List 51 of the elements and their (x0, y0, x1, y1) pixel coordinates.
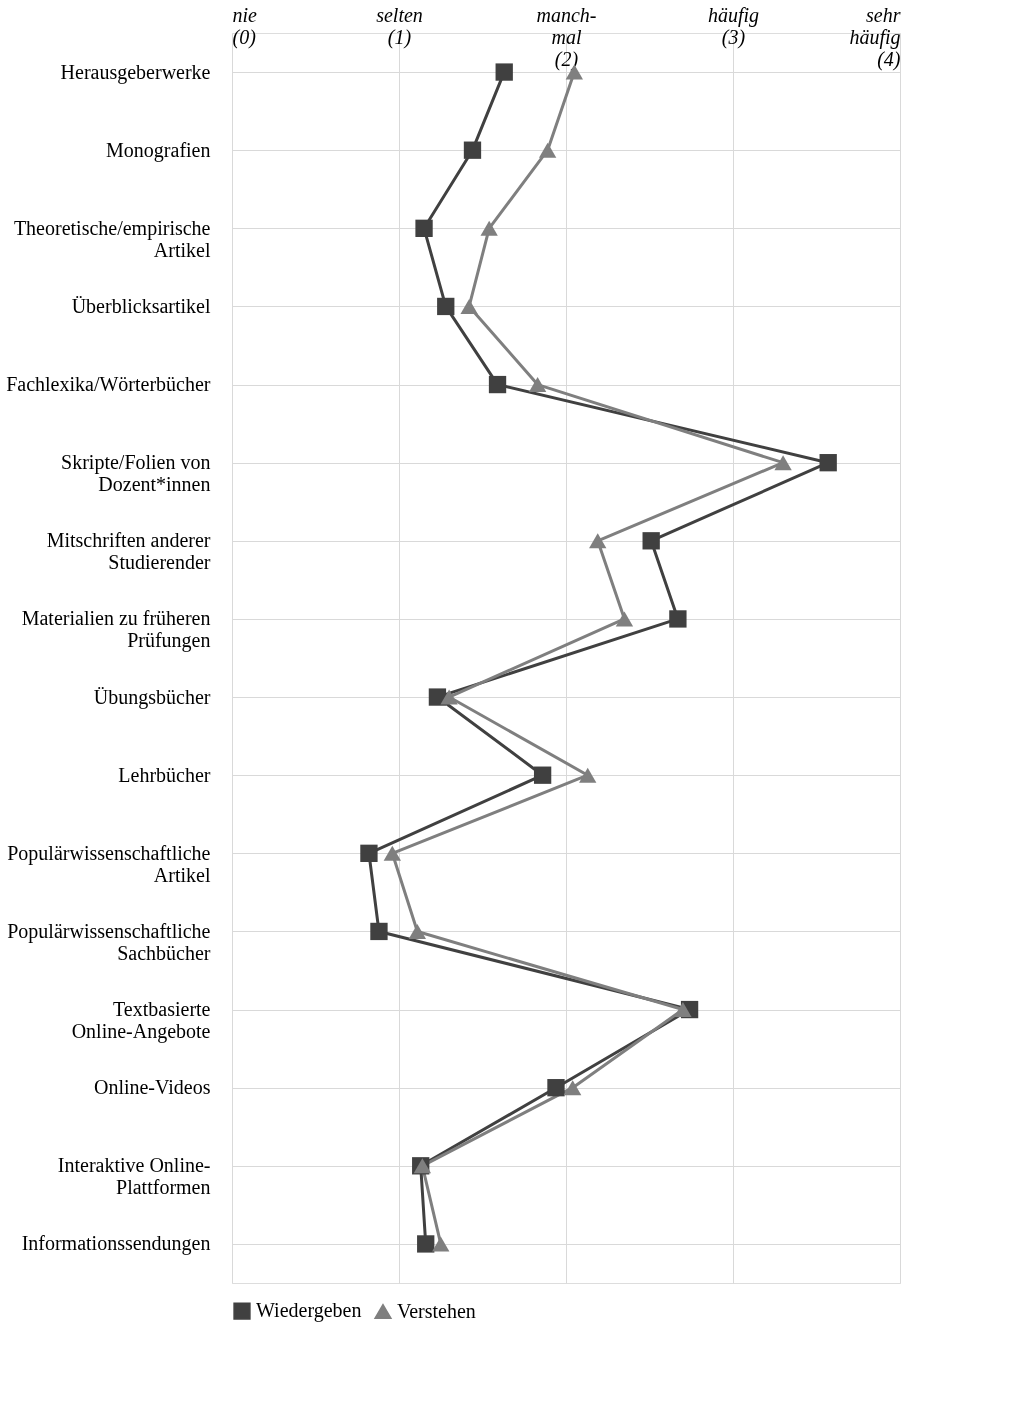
point (615, 611, 634, 627)
point (669, 610, 687, 628)
y-tick-label: Populärwissenschaftliche Artikel (7, 841, 211, 886)
y-tick-label: Herausgeberwerke (60, 60, 211, 84)
point (495, 63, 513, 81)
point (547, 1079, 565, 1097)
point (642, 532, 660, 550)
y-tick-label: Theoretische/empirische Artikel (13, 216, 211, 261)
point (408, 923, 427, 939)
point (428, 688, 447, 706)
legend-label: Verstehen (397, 1299, 476, 1322)
x-tick-label: selten (1) (376, 3, 423, 49)
x-tick-label: manch- mal (2) (536, 3, 597, 71)
point (437, 297, 455, 316)
point (488, 375, 507, 394)
y-tick-label: Materialien zu früheren Prüfungen (21, 607, 211, 653)
y-tick-label: Lehrbücher (118, 763, 211, 786)
y-tick-label: Monografien (106, 138, 211, 162)
point (417, 1235, 435, 1253)
point (383, 845, 401, 861)
point (440, 689, 458, 705)
y-tick-label: Mitschriften anderer Studierender (46, 529, 211, 574)
point (463, 141, 482, 159)
legend-label: Wiedergeben (256, 1299, 362, 1323)
point (564, 1080, 582, 1096)
point (370, 922, 388, 941)
x-tick-label: sehr häufig (4) (849, 3, 901, 71)
y-tick-label: Überblicksartikel (71, 294, 211, 317)
point (579, 767, 597, 783)
point (460, 298, 478, 314)
y-tick-label: Informationssendungen (21, 1232, 211, 1256)
point (415, 219, 433, 237)
x-tick-label: nie (0) (232, 3, 258, 49)
point (480, 220, 498, 236)
y-tick-label: Textbasierte Online-Angebote (71, 998, 211, 1044)
point (674, 1002, 692, 1018)
point (774, 455, 792, 471)
y-tick-label: Populärwissenschaftliche Sachbücher (7, 919, 211, 964)
point (432, 1236, 450, 1252)
y-tick-label: Online-Videos (93, 1076, 211, 1099)
point (528, 377, 547, 393)
y-tick-label: Interaktive Online- Plattformen (57, 1154, 211, 1199)
y-tick-label: Übungsbücher (93, 685, 211, 709)
y-tick-label: Skripte/Folien von Dozent*innen (61, 451, 211, 496)
point (360, 844, 378, 862)
x-tick-label: häufig (3) (707, 3, 760, 49)
point (538, 142, 557, 158)
point (819, 454, 837, 472)
point (533, 766, 552, 784)
y-tick-label: Fachlexika/Wörterbücher (6, 373, 211, 396)
point (589, 533, 607, 549)
